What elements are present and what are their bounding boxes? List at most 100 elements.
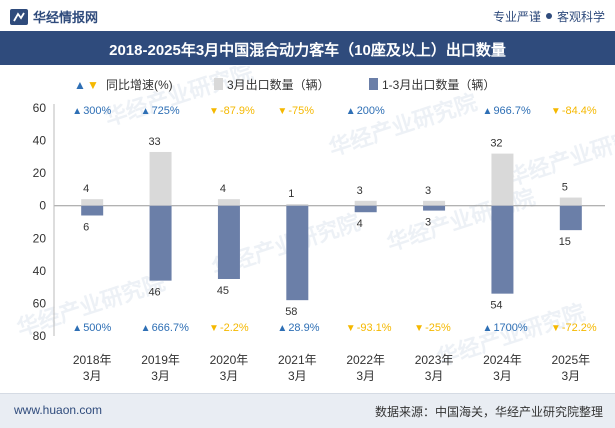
- growth-arrow-cumulative: ▼: [209, 323, 219, 334]
- bar-march: [286, 204, 309, 206]
- bar-march: [81, 199, 104, 206]
- x-tick-label-year: 2018年: [73, 353, 112, 367]
- bar-cumulative: [149, 205, 172, 281]
- bar-cumulative: [81, 205, 104, 216]
- x-tick-label-year: 2022年: [346, 353, 385, 367]
- data-label-cumulative: 46: [148, 287, 160, 299]
- bar-cumulative: [217, 205, 240, 279]
- growth-label-march: -84.4%: [562, 105, 597, 117]
- x-tick-label-year: 2021年: [278, 353, 317, 367]
- legend-swatch-cumulative: [369, 78, 378, 90]
- legend-up-arrow: ▲: [74, 78, 86, 92]
- brand-logo-icon: [10, 9, 28, 25]
- x-tick-label-year: 2019年: [141, 353, 180, 367]
- watermark: 华经产业研究院: [326, 89, 480, 160]
- growth-label-march: 966.7%: [493, 105, 531, 117]
- growth-arrow-march: ▲: [72, 106, 82, 117]
- growth-label-cumulative: 500%: [83, 322, 111, 334]
- growth-label-cumulative: -2.2%: [220, 322, 249, 334]
- footer-site[interactable]: www.huaon.com: [14, 403, 103, 417]
- data-label-cumulative: 58: [285, 306, 297, 318]
- growth-arrow-march: ▼: [277, 106, 287, 117]
- data-label-march: 32: [490, 138, 502, 150]
- growth-arrow-march: ▲: [482, 106, 492, 117]
- growth-arrow-cumulative: ▼: [551, 323, 561, 334]
- data-label-march: 3: [425, 185, 431, 197]
- chart-title: 2018-2025年3月中国混合动力客车（10座及以上）出口数量: [109, 42, 506, 59]
- legend-label-march: 3月出口数量（辆）: [227, 77, 330, 92]
- bar-march: [217, 199, 240, 206]
- x-tick-label-month: 3月: [288, 369, 307, 383]
- growth-label-cumulative: -25%: [425, 322, 451, 334]
- data-label-march: 3: [357, 185, 363, 197]
- y-tick-label: 40: [33, 264, 47, 278]
- brand[interactable]: 华经情报网: [10, 7, 98, 26]
- growth-label-march: -87.9%: [220, 105, 255, 117]
- y-tick-label: 40: [33, 134, 47, 148]
- y-tick-label: 60: [33, 296, 47, 310]
- growth-label-march: 725%: [152, 105, 180, 117]
- y-tick-label: 20: [33, 166, 47, 180]
- legend-swatch-march: [214, 78, 223, 90]
- growth-label-march: 300%: [83, 105, 111, 117]
- bar-march: [423, 200, 446, 206]
- growth-label-march: -75%: [288, 105, 314, 117]
- slogan-right: 客观科学: [556, 10, 605, 24]
- y-tick-label: 60: [33, 101, 47, 115]
- data-label-cumulative: 4: [357, 218, 363, 230]
- footer-source: 数据来源：中国海关，华经产业研究院整理: [374, 405, 603, 419]
- data-label-cumulative: 45: [217, 285, 229, 297]
- legend-growth-label: 同比增速(%): [106, 78, 173, 92]
- y-tick-label: 0: [39, 199, 46, 213]
- watermark: 华经产业研究院: [504, 119, 615, 190]
- slogan: 专业严谨 客观科学: [493, 8, 605, 25]
- growth-arrow-cumulative: ▼: [346, 323, 356, 334]
- x-tick-label-year: 2025年: [551, 353, 590, 367]
- data-label-cumulative: 54: [490, 300, 502, 312]
- growth-arrow-cumulative: ▲: [72, 323, 82, 334]
- slogan-left: 专业严谨: [492, 10, 541, 24]
- growth-arrow-march: ▲: [141, 106, 151, 117]
- brand-name: 华经情报网: [33, 10, 99, 25]
- x-tick-label-month: 3月: [493, 369, 512, 383]
- title-bar: 2018-2025年3月中国混合动力客车（10座及以上）出口数量: [0, 31, 615, 65]
- data-label-cumulative: 3: [425, 217, 431, 229]
- bar-march: [559, 197, 582, 206]
- growth-label-cumulative: 666.7%: [152, 322, 190, 334]
- top-bar: 华经情报网 专业严谨 客观科学: [0, 0, 615, 30]
- data-label-cumulative: 15: [559, 236, 571, 248]
- bar-march: [149, 151, 172, 206]
- bar-cumulative: [491, 205, 514, 294]
- bar-cumulative: [559, 205, 582, 231]
- growth-arrow-march: ▼: [551, 106, 561, 117]
- data-label-cumulative: 6: [83, 221, 89, 233]
- growth-arrow-cumulative: ▲: [482, 323, 492, 334]
- data-label-march: 4: [220, 183, 226, 195]
- legend-label-cumulative: 1-3月出口数量（辆）: [382, 77, 495, 92]
- growth-label-cumulative: 1700%: [493, 322, 527, 334]
- bar-march: [491, 153, 514, 206]
- bar-cumulative: [423, 205, 446, 211]
- growth-label-cumulative: -72.2%: [562, 322, 597, 334]
- growth-arrow-march: ▼: [209, 106, 219, 117]
- legend-down-arrow: ▼: [87, 78, 99, 92]
- bar-cumulative: [354, 205, 377, 213]
- growth-arrow-march: ▲: [346, 106, 356, 117]
- y-tick-label: 20: [33, 231, 47, 245]
- data-label-march: 4: [83, 183, 89, 195]
- x-tick-label-month: 3月: [425, 369, 444, 383]
- x-tick-label-month: 3月: [356, 369, 375, 383]
- x-tick-label-year: 2024年: [483, 353, 522, 367]
- x-tick-label-year: 2020年: [210, 353, 249, 367]
- growth-arrow-cumulative: ▲: [277, 323, 287, 334]
- x-tick-label-year: 2023年: [415, 353, 454, 367]
- bar-march: [354, 200, 377, 206]
- bar-cumulative: [286, 205, 309, 301]
- growth-label-march: 200%: [357, 105, 385, 117]
- x-tick-label-month: 3月: [151, 369, 170, 383]
- data-label-march: 33: [148, 136, 160, 148]
- watermark: 华经产业研究院: [102, 66, 256, 131]
- growth-arrow-cumulative: ▲: [141, 323, 151, 334]
- growth-label-cumulative: 28.9%: [288, 322, 319, 334]
